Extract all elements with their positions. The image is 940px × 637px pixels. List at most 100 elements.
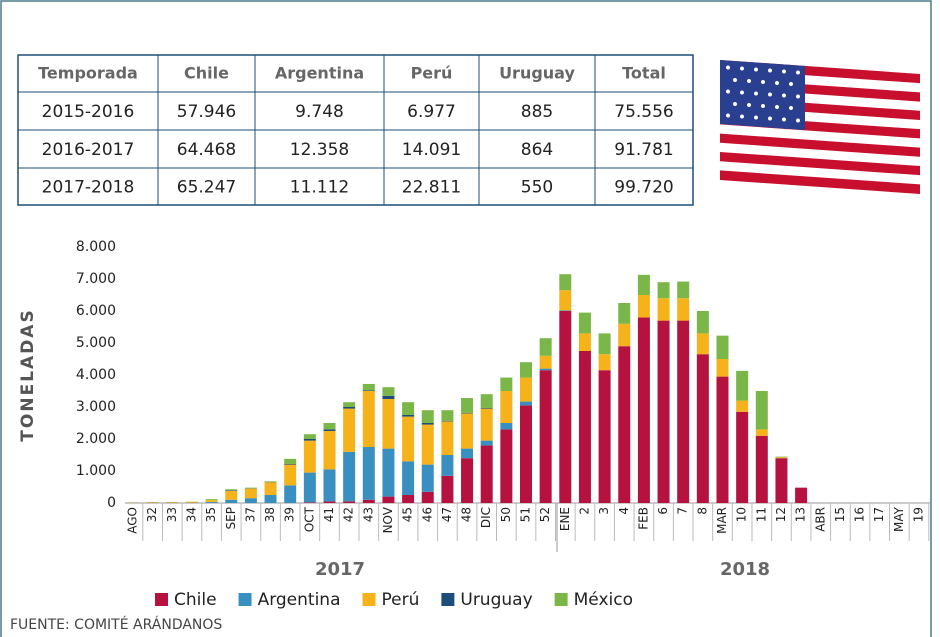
x-tick-label: 39 (283, 507, 297, 522)
table-cell: 57.946 (177, 102, 236, 122)
bar-segment (559, 310, 572, 311)
bar-segment (618, 323, 631, 347)
legend-label: México (574, 590, 633, 610)
flag-stars (726, 65, 800, 123)
bar-segment (244, 487, 257, 489)
bar-segment (500, 391, 513, 423)
x-tick-label: 4 (617, 507, 631, 515)
x-tick-label: 33 (165, 507, 179, 522)
table-cell: 2017-2018 (42, 178, 135, 198)
bar-segment (421, 410, 434, 423)
bar-segment (244, 488, 257, 499)
x-tick-label: 8 (695, 507, 709, 515)
table-header: Uruguay (499, 64, 575, 83)
bar-segment (520, 377, 532, 402)
bar-segment (578, 333, 591, 351)
bar-segment (696, 311, 709, 334)
bar-segment (559, 274, 572, 291)
table-cell: 75.556 (614, 102, 673, 122)
bar-segment (205, 500, 218, 503)
bar-segment (696, 333, 709, 355)
bar-segment (736, 370, 749, 401)
bar-segment (677, 298, 690, 321)
bar-segment (657, 298, 670, 321)
table-cell: 9.748 (295, 102, 344, 122)
bar-segment (480, 408, 493, 441)
x-tick-label: 3 (597, 507, 611, 515)
bar-segment (520, 405, 532, 503)
legend-swatch (441, 593, 455, 606)
bar-segment (402, 402, 415, 415)
bar-segment (362, 391, 375, 447)
bar-segment (402, 416, 415, 462)
bar-segment (500, 377, 513, 391)
bar-segment (736, 400, 749, 412)
x-tick-label: MAY (892, 506, 906, 532)
bar-segment (696, 354, 709, 503)
flag (720, 59, 920, 194)
bar-segment (323, 501, 336, 503)
bar-segment (323, 429, 336, 431)
table-cell: 550 (521, 178, 553, 198)
bar-segment (441, 421, 454, 455)
bar-segment (441, 420, 454, 422)
bar-segment (225, 490, 238, 491)
bar-segment (244, 498, 257, 503)
table-cell: 11.112 (290, 178, 349, 198)
flag-canton (720, 60, 805, 130)
bar-segment (480, 440, 493, 446)
bar-segment (775, 457, 788, 459)
bar-segment (637, 317, 650, 503)
table-cell: 864 (521, 140, 553, 160)
bar-segment (303, 440, 316, 473)
x-tick-label: 16 (853, 507, 867, 522)
bar-segment (500, 429, 513, 503)
y-tick-label: 2.000 (76, 431, 116, 447)
bar-segment (441, 475, 454, 503)
x-tick-label: NOV (381, 506, 395, 533)
bar-segment (343, 402, 356, 407)
table-header: Argentina (275, 64, 364, 83)
table-cell: 885 (521, 102, 553, 122)
bar-segment (480, 394, 493, 408)
table-cell: 99.720 (614, 178, 673, 198)
bar-segment (284, 463, 297, 465)
x-tick-label: OCT (302, 506, 316, 532)
y-axis-label: TONELADAS (18, 308, 38, 441)
x-tick-label: 10 (735, 507, 749, 522)
x-tick-label: 52 (538, 507, 552, 522)
x-tick-label: 48 (460, 507, 474, 522)
x-tick-label: 34 (184, 507, 198, 522)
bar-segment (559, 290, 572, 311)
x-tick-label: 13 (794, 507, 808, 522)
table-cell: 6.977 (407, 102, 456, 122)
bar-segment (775, 456, 788, 458)
bar-segment (441, 455, 454, 476)
x-tick-label: 17 (872, 507, 886, 522)
bar-segment (559, 311, 572, 503)
table-cell: 65.247 (177, 178, 236, 198)
table: Temporada Chile Argentina Perú Uruguay Total 2… (17, 54, 694, 206)
bar-segment (303, 502, 316, 503)
bar-segment (343, 451, 356, 502)
bar-segment (205, 499, 218, 501)
bar-segment (755, 429, 768, 436)
x-tick-label: 43 (361, 507, 375, 522)
bar-segment (323, 423, 336, 430)
x-tick-label: 37 (243, 507, 257, 522)
bar-segment (539, 338, 552, 356)
bar-segment (402, 415, 415, 417)
x-tick-label: MAR (715, 507, 729, 534)
table-cell: 64.468 (177, 140, 236, 160)
table-cell: 14.091 (402, 140, 461, 160)
y-tick-label: 5.000 (76, 335, 116, 351)
bar-segment (461, 412, 474, 414)
bar-segment (637, 274, 650, 295)
bar-segment (421, 423, 434, 425)
bar-segment (657, 282, 670, 299)
y-tick-label: 3.000 (76, 399, 116, 415)
bar-segment (755, 435, 768, 503)
bar-segment (205, 502, 218, 503)
bar-segment (461, 448, 474, 459)
